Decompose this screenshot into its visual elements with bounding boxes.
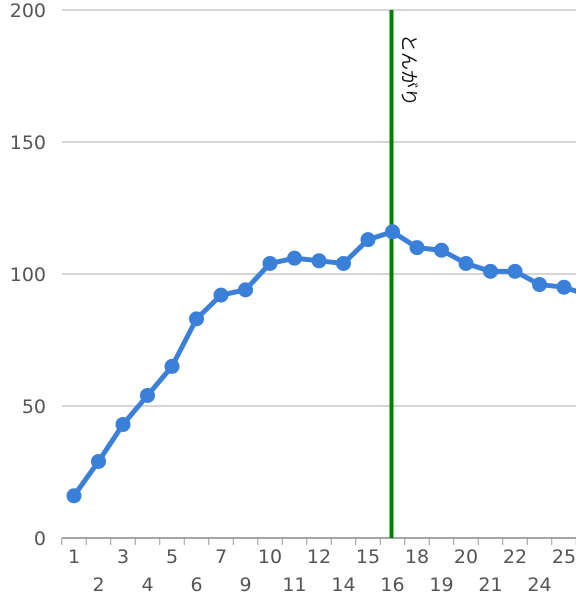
data-point [262,255,278,271]
data-point [532,277,547,293]
data-point [115,416,131,432]
x-tick-label: 10 [258,546,282,568]
y-tick-label: 50 [22,396,46,418]
x-tick-label: 2 [92,574,104,596]
x-tick-label: 7 [215,546,227,568]
series-line [71,229,576,499]
x-tick-label: 14 [331,574,355,596]
annotation-label: とんがり [398,34,419,106]
data-point [483,263,498,279]
y-tick-label: 100 [10,264,46,286]
x-tick-label: 22 [503,546,527,568]
data-point [238,282,253,298]
y-tick-label: 200 [10,0,46,22]
data-point [164,358,180,374]
x-tick-label: 3 [117,546,129,568]
y-axis-tick-labels: 0 50 100 150 200 [10,0,46,550]
x-tick-label: 24 [527,574,551,596]
data-point [91,453,106,469]
x-tick-label: 6 [190,574,202,596]
x-tick-label: 21 [478,574,502,596]
data-point [556,279,572,295]
x-tick-label: 4 [141,574,153,596]
data-point [409,240,425,256]
data-point [458,255,474,271]
data-series [66,224,576,504]
x-tick-label: 12 [307,546,331,568]
data-point [336,255,351,271]
data-point [66,488,82,504]
y-tick-label: 0 [34,528,46,550]
x-tick-label: 11 [282,574,306,596]
data-point [287,250,302,266]
x-tick-label: 18 [405,546,429,568]
data-point [385,224,400,240]
x-tick-label: 9 [239,574,251,596]
data-point [311,253,327,269]
x-tick-label: 25 [552,546,576,568]
data-point [213,287,229,303]
x-tick-label: 5 [166,546,178,568]
data-point [434,242,449,258]
annotation-marker: とんがり [389,10,419,538]
gridlines [62,9,576,539]
x-tick-label: 20 [454,546,478,568]
data-point [189,311,204,327]
x-tick-label: 19 [429,574,453,596]
x-tick-label: 15 [356,546,380,568]
x-tick-label: 16 [380,574,404,596]
data-point [507,263,523,279]
x-tick-label: 1 [68,546,80,568]
data-point [360,232,376,248]
y-tick-label: 150 [10,132,46,154]
data-point [140,387,155,403]
